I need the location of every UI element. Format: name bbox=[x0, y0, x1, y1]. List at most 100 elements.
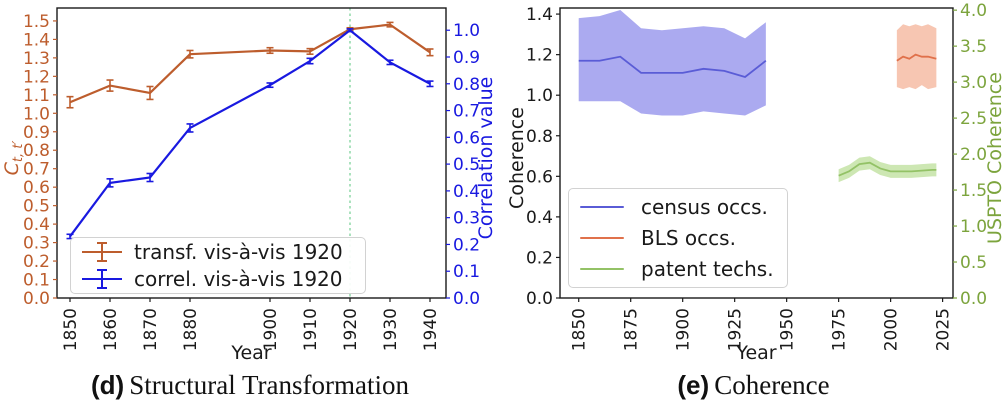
x-tick-label: 1875 bbox=[622, 308, 642, 351]
y-tick-label-left: 0.0 bbox=[526, 289, 553, 309]
y-tick-label-right: 0.9 bbox=[453, 48, 480, 68]
x-axis-label: Year bbox=[230, 342, 271, 364]
y-tick-label-left: 1.4 bbox=[526, 5, 553, 25]
x-tick-label: 1860 bbox=[101, 308, 121, 351]
y-tick-label-right: 1.0 bbox=[960, 217, 987, 237]
left-axis-label: Coherence bbox=[506, 107, 528, 209]
legend-label-patent: patent techs. bbox=[641, 257, 774, 281]
left-axis-label: Ct, t′ bbox=[1, 141, 26, 176]
caption-e-title: Coherence bbox=[714, 370, 830, 400]
y-tick-label-left: 0.5 bbox=[23, 197, 50, 217]
y-tick-label-left: 1.0 bbox=[526, 86, 553, 106]
figure-coherence: 1850 1875 1900 1925 1950 1975 2000 2025 0.0 0.2 0.… bbox=[500, 0, 1007, 401]
caption-d-title: Structural Transformation bbox=[129, 370, 410, 400]
line-correl bbox=[69, 28, 431, 238]
line-swatch-patent bbox=[580, 267, 624, 271]
legend-label-census: census occs. bbox=[641, 195, 768, 219]
legend-coherence: census occs. BLS occs. patent techs. bbox=[568, 188, 788, 288]
x-tick-label: 1920 bbox=[341, 308, 361, 351]
y-tick-label-left: 0.4 bbox=[526, 208, 553, 228]
y-tick-label-left: 0.7 bbox=[23, 160, 50, 180]
legend-item-bls: BLS occs. bbox=[580, 223, 787, 254]
legend-item-transf: transf. vis-à-vis 1920 bbox=[78, 239, 365, 266]
y-tick-label-right: 3.5 bbox=[960, 37, 987, 57]
band-bls-occs bbox=[896, 24, 937, 90]
y-tick-label-left: 0.8 bbox=[23, 141, 50, 161]
band-patent-techs bbox=[838, 156, 937, 183]
y-tick-label-left: 1.2 bbox=[526, 46, 553, 66]
x-tick-label: 1930 bbox=[381, 308, 401, 351]
y-tick-label-left: 1.1 bbox=[23, 86, 50, 106]
legend-item-census: census occs. bbox=[580, 192, 787, 223]
x-tick-label: 1940 bbox=[421, 308, 441, 351]
y-tick-label-right: 0.0 bbox=[960, 289, 987, 309]
x-tick-label: 1850 bbox=[61, 308, 81, 351]
x-tick-label: 1880 bbox=[181, 308, 201, 351]
y-tick-label-left: 0.4 bbox=[23, 215, 50, 235]
errorbar-marker-icon bbox=[82, 242, 122, 262]
line-census-occs bbox=[578, 55, 767, 78]
x-tick-label: 1950 bbox=[778, 308, 798, 351]
line-swatch-census bbox=[580, 205, 624, 209]
figure-structural-transformation: 1850 1860 1870 1880 1900 1910 1920 1930 1940 0.0 0… bbox=[0, 0, 500, 401]
x-tick-label: 1870 bbox=[141, 308, 161, 351]
y-tick-label-right: 2.5 bbox=[960, 109, 987, 129]
y-tick-label-left: 1.2 bbox=[23, 67, 50, 87]
plot-border bbox=[559, 7, 954, 299]
y-tick-label-right: 0.1 bbox=[453, 262, 480, 282]
y-tick-label-right: 0.0 bbox=[453, 289, 480, 309]
y-tick-label-right: 0.7 bbox=[453, 102, 480, 122]
y-tick-label-left: 0.8 bbox=[526, 127, 553, 147]
y-tick-label-left: 1.5 bbox=[23, 12, 50, 32]
y-tick-label-right: 0.5 bbox=[453, 155, 480, 175]
y-tick-label-right: 0.5 bbox=[960, 253, 987, 273]
y-tick-label-left: 1.0 bbox=[23, 104, 50, 124]
line-patent-techs bbox=[838, 161, 937, 177]
y-tick-label-left: 1.4 bbox=[23, 30, 50, 50]
caption-d: (d) Structural Transformation bbox=[0, 370, 500, 401]
y-tick-label-left: 0.2 bbox=[526, 248, 553, 268]
legend-label-bls: BLS occs. bbox=[641, 226, 736, 250]
x-tick-label: 1900 bbox=[261, 308, 281, 351]
right-axis-label: USPTO Coherence bbox=[984, 72, 1006, 244]
y-tick-label-right: 1.5 bbox=[960, 181, 987, 201]
caption-e: (e) Coherence bbox=[500, 370, 1007, 401]
x-tick-label: 1910 bbox=[301, 308, 321, 351]
x-tick-label: 1925 bbox=[726, 308, 746, 351]
x-tick-label: 2025 bbox=[934, 308, 954, 351]
x-tick-label: 1850 bbox=[570, 308, 590, 351]
y-tick-label-left: 0.2 bbox=[23, 252, 50, 272]
y-tick-label-left: 0.6 bbox=[23, 178, 50, 198]
y-tick-label-right: 0.2 bbox=[453, 235, 480, 255]
y-tick-label-right: 3.0 bbox=[960, 73, 987, 93]
x-tick-label: 1900 bbox=[674, 308, 694, 351]
errorbar-marker-icon bbox=[82, 269, 122, 289]
y-tick-label-left: 0.0 bbox=[23, 289, 50, 309]
y-tick-label-right: 0.8 bbox=[453, 75, 480, 95]
chart-coherence: 1850 1875 1900 1925 1950 1975 2000 2025 0.0 0.2 0.… bbox=[506, 1, 1006, 364]
line-bls-occs bbox=[896, 53, 937, 62]
y-tick-label-right: 0.3 bbox=[453, 209, 480, 229]
y-tick-label-right: 0.4 bbox=[453, 182, 480, 202]
legend-item-correl: correl. vis-à-vis 1920 bbox=[78, 266, 365, 293]
y-tick-label-right: 0.6 bbox=[453, 128, 480, 148]
y-tick-label-right: 4.0 bbox=[960, 1, 987, 21]
chart-structural-transformation: 1850 1860 1870 1880 1900 1910 1920 1930 19400.00… bbox=[1, 7, 497, 364]
plot-border bbox=[56, 7, 447, 299]
line-transf bbox=[69, 23, 431, 104]
y-tick-label-right: 1.0 bbox=[453, 21, 480, 41]
legend-structural-transformation: transf. vis-à-vis 1920 correl. vis-à-vis… bbox=[70, 237, 366, 294]
x-axis-label: Year bbox=[735, 342, 776, 364]
legend-label-transf: transf. vis-à-vis 1920 bbox=[134, 240, 343, 264]
band-census-occs bbox=[578, 10, 766, 116]
x-tick-label: 1975 bbox=[830, 308, 850, 351]
caption-e-letter: (e) bbox=[677, 370, 710, 400]
y-tick-label-left: 0.9 bbox=[23, 123, 50, 143]
y-tick-label-left: 0.1 bbox=[23, 271, 50, 291]
y-tick-label-left: 1.3 bbox=[23, 49, 50, 69]
legend-label-correl: correl. vis-à-vis 1920 bbox=[134, 267, 343, 291]
y-tick-label-left: 0.3 bbox=[23, 234, 50, 254]
legend-item-patent: patent techs. bbox=[580, 254, 787, 285]
y-tick-label-right: 2.0 bbox=[960, 145, 987, 165]
